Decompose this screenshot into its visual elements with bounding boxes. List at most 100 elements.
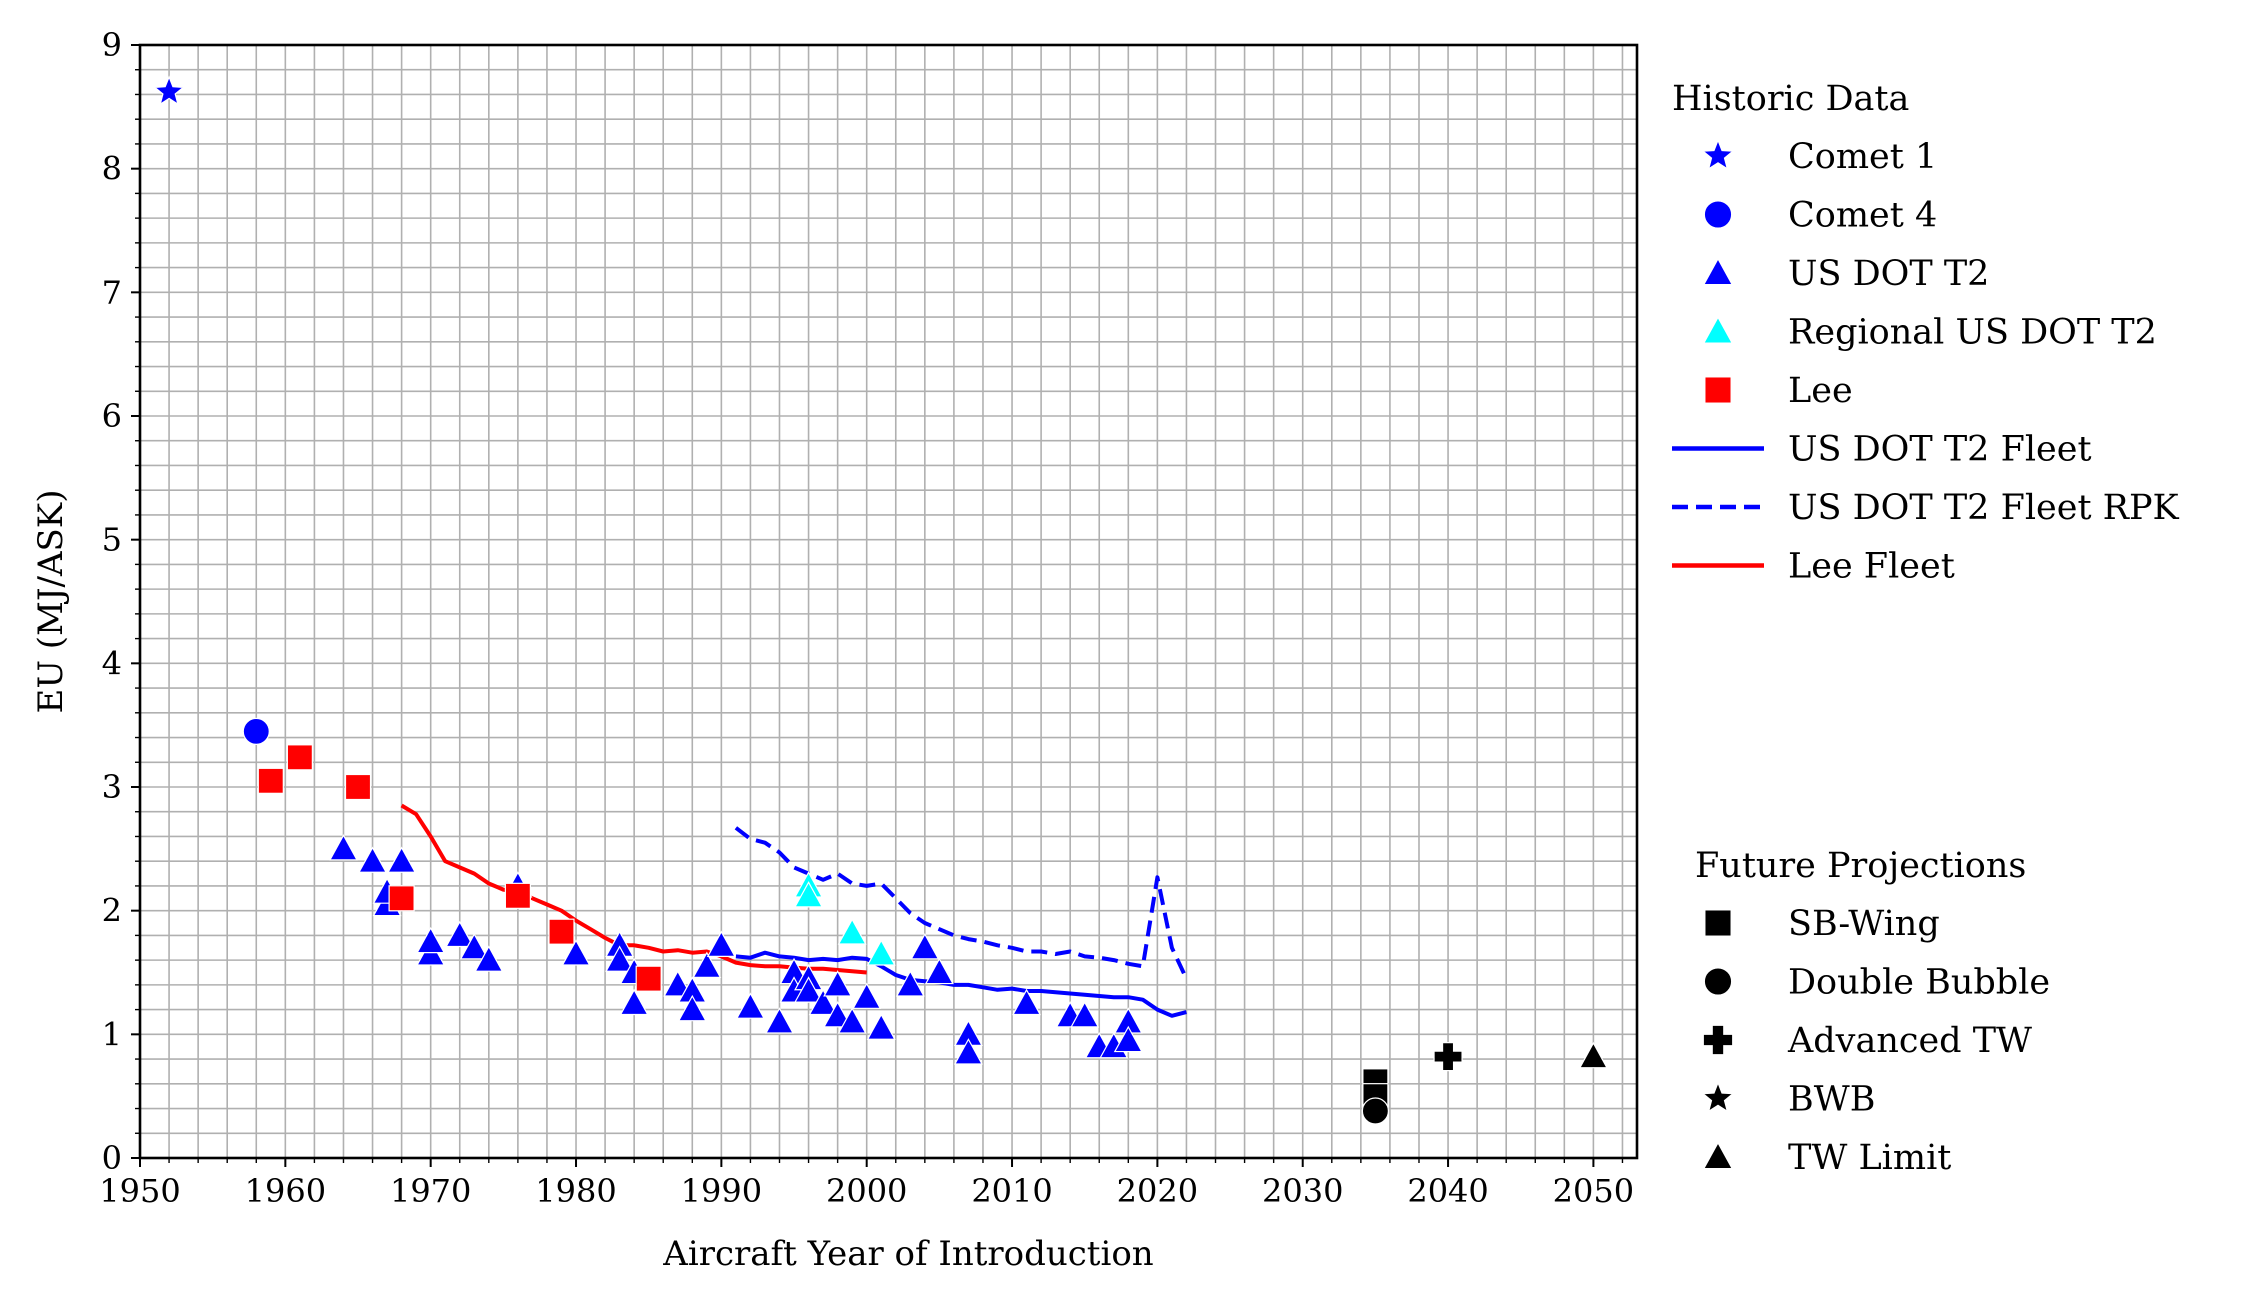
data-point-us-dot-t2 — [605, 945, 635, 972]
data-point-us-dot-t2 — [416, 926, 446, 954]
legend-entry-us-dot-t2: US DOT T2 — [1702, 254, 1989, 294]
axes-layer: 1950 1960 1970 1980 1990 2000 2010 2020 2030 2040… — [31, 26, 1639, 1274]
legend-swatch-square — [1704, 376, 1732, 404]
data-point-us-dot-t2 — [808, 988, 838, 1016]
data-point-us-dot-t2 — [924, 957, 954, 985]
data-point-us-dot-t2 — [837, 1007, 867, 1034]
legend-swatch-star — [1701, 1081, 1735, 1113]
legend-swatch-triangle — [1702, 257, 1734, 286]
data-point-us-dot-t2 — [445, 920, 475, 948]
y-tick-label: 4 — [102, 644, 122, 682]
legend-entry-lee-fleet: Lee Fleet — [1672, 547, 1955, 587]
plot-frame — [138, 43, 1639, 1160]
data-point-us-dot-t2 — [823, 1001, 853, 1028]
data-point-us-dot-t2 — [358, 846, 388, 873]
legend-entry-sb-wing: SB-Wing — [1704, 904, 1940, 944]
data-point-lee — [286, 744, 313, 771]
data-point-lee — [504, 882, 531, 909]
legend-future-projections: Future Projections SB-Wing Double Bubble Ad… — [1695, 846, 2050, 1178]
series-line-us-dot-t2-fleet-rpk — [734, 826, 1189, 980]
legend-title: Historic Data — [1672, 79, 1909, 119]
data-point-regional-us-dot-t2 — [794, 881, 824, 908]
y-axis-label: EU (MJ/ASK) — [31, 490, 71, 714]
data-point-tw-limit — [1578, 1041, 1608, 1069]
y-tick-label: 6 — [102, 397, 122, 435]
legend-swatch-square — [1704, 909, 1732, 937]
data-point-us-dot-t2 — [764, 1007, 795, 1034]
data-point-us-dot-t2 — [561, 939, 591, 966]
data-point-us-dot-t2 — [677, 994, 707, 1022]
legend-swatch-plus — [1702, 1024, 1734, 1056]
legend-label: Lee Fleet — [1788, 547, 1955, 587]
legend-label: BWB — [1788, 1080, 1875, 1120]
data-point-us-dot-t2 — [735, 992, 765, 1019]
data-point-us-dot-t2 — [1113, 1025, 1143, 1053]
data-point-comet-1 — [153, 75, 185, 106]
legend-swatch-triangle — [1702, 1141, 1734, 1170]
data-point-us-dot-t2 — [953, 1038, 983, 1065]
legend-entry-comet-1: Comet 1 — [1701, 137, 1937, 177]
legend-entry-advanced-tw: Advanced TW — [1702, 1021, 2032, 1061]
legend-label: Lee — [1788, 371, 1853, 411]
data-point-us-dot-t2 — [910, 933, 940, 960]
legend-layer: Historic Data Comet 1 Comet 4 US DOT T2 Regi… — [1672, 79, 2180, 1178]
data-point-us-dot-t2 — [895, 970, 925, 997]
data-point-lee — [344, 773, 372, 801]
data-point-regional-us-dot-t2 — [837, 918, 867, 945]
data-point-us-dot-t2 — [1070, 1001, 1100, 1028]
data-point-us-dot-t2 — [328, 834, 358, 861]
data-point-us-dot-t2 — [852, 982, 882, 1009]
y-tick-label: 3 — [102, 768, 122, 806]
legend-label: SB-Wing — [1788, 904, 1940, 944]
legend-entry-us-dot-t2-fleet-rpk: US DOT T2 Fleet RPK — [1672, 488, 2180, 528]
legend-entry-bwb: BWB — [1701, 1080, 1875, 1120]
data-point-us-dot-t2 — [387, 846, 417, 873]
legend-entry-comet-4: Comet 4 — [1703, 196, 1937, 236]
x-tick-label: 2020 — [1117, 1172, 1198, 1210]
x-tick-label: 1960 — [245, 1172, 326, 1210]
x-tick-label: 1980 — [535, 1172, 616, 1210]
x-axis-label: Aircraft Year of Introduction — [662, 1234, 1153, 1274]
legend-swatch-circle — [1703, 967, 1733, 996]
legend-historic-data: Historic Data Comet 1 Comet 4 US DOT T2 Regi… — [1672, 79, 2180, 587]
legend-title: Future Projections — [1695, 846, 2026, 886]
legend-entry-tw-limit: TW Limit — [1702, 1138, 1951, 1178]
x-tick-label: 2000 — [826, 1172, 907, 1210]
data-point-us-dot-t2 — [692, 951, 722, 978]
x-tick-label: 1970 — [390, 1172, 471, 1210]
x-tick-label: 2040 — [1407, 1172, 1488, 1210]
data-point-lee — [635, 965, 662, 992]
grid-layer — [139, 44, 1637, 1159]
data-point-lee — [257, 767, 284, 794]
x-tick-label: 1950 — [99, 1172, 180, 1210]
data-point-us-dot-t2 — [1012, 988, 1042, 1016]
data-point-lee — [548, 918, 575, 945]
legend-entry-regional-us-dot-t2: Regional US DOT T2 — [1702, 313, 2157, 353]
legend-label: TW Limit — [1788, 1138, 1951, 1178]
legend-entry-us-dot-t2-fleet: US DOT T2 Fleet — [1672, 430, 2092, 470]
legend-swatch-triangle — [1702, 316, 1734, 344]
y-tick-label: 7 — [102, 273, 122, 311]
data-point-comet-4 — [242, 717, 270, 745]
data-point-double-bubble — [1361, 1097, 1389, 1125]
y-tick-label: 1 — [102, 1015, 122, 1053]
legend-label: US DOT T2 Fleet RPK — [1788, 488, 2180, 528]
y-tick-label: 5 — [102, 521, 122, 559]
y-tick-label: 8 — [102, 150, 122, 188]
data-point-us-dot-t2 — [459, 933, 489, 960]
data-point-us-dot-t2 — [663, 970, 693, 997]
x-tick-label: 1990 — [681, 1172, 762, 1210]
legend-swatch-star — [1701, 138, 1735, 171]
y-tick-label: 9 — [102, 26, 122, 64]
legend-label: Regional US DOT T2 — [1788, 313, 2157, 353]
legend-label: US DOT T2 Fleet — [1788, 430, 2092, 470]
legend-entry-double-bubble: Double Bubble — [1703, 963, 2050, 1003]
y-tick-label: 2 — [102, 892, 122, 930]
legend-label: Advanced TW — [1787, 1021, 2032, 1061]
markers-layer — [153, 75, 1608, 1125]
x-tick-label: 2030 — [1262, 1172, 1343, 1210]
data-point-us-dot-t2 — [823, 970, 853, 997]
data-point-advanced-tw — [1433, 1041, 1463, 1072]
legend-label: Comet 1 — [1788, 137, 1937, 177]
